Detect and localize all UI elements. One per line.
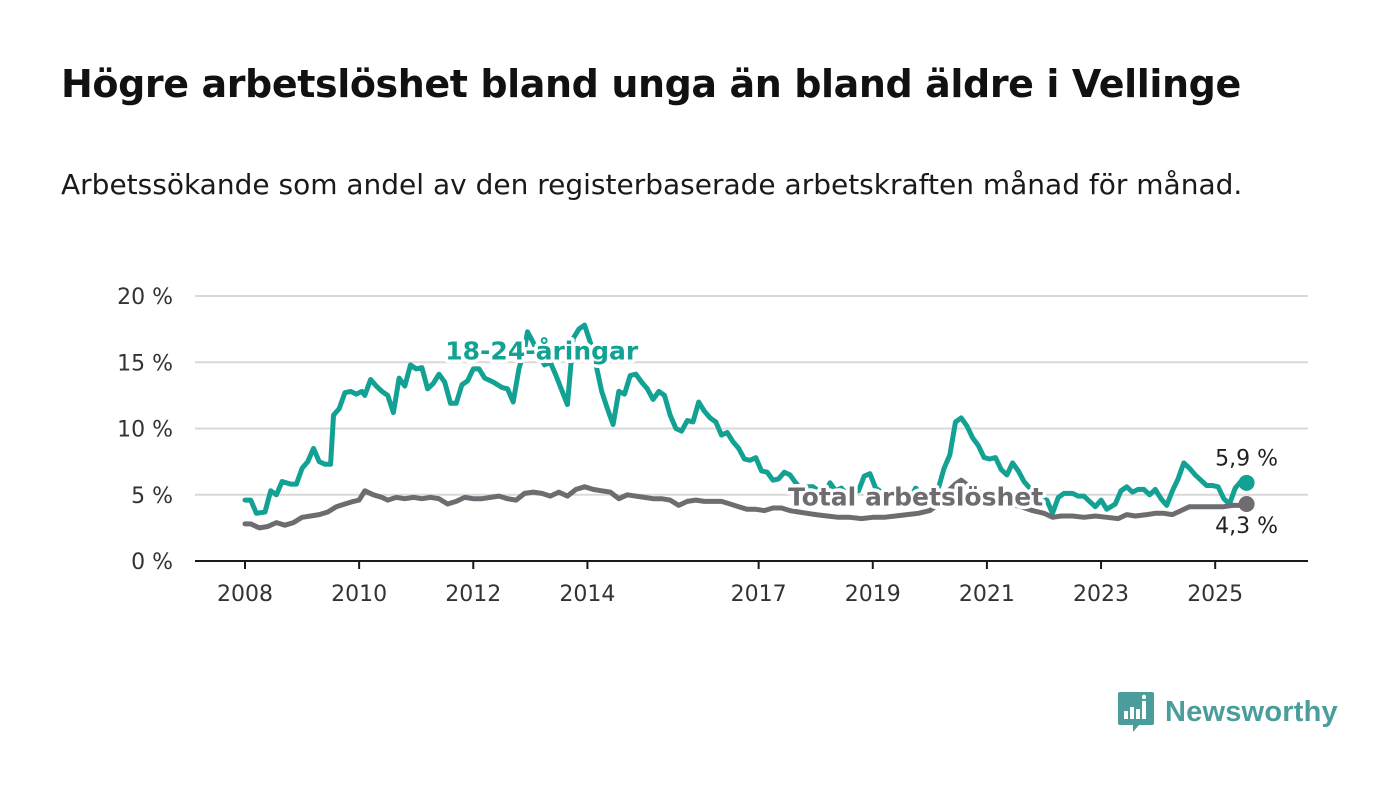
newsworthy-logo-icon [1118,692,1154,732]
y-tick-label: 15 % [117,351,173,376]
chart-title: Högre arbetslöshet bland unga än bland ä… [61,62,1241,106]
y-tick-label: 5 % [131,484,173,509]
x-tick-label: 2012 [445,582,501,607]
x-tick-label: 2008 [217,582,273,607]
x-tick-label: 2025 [1187,582,1243,607]
series-labels: 18-24-åringar Total arbetslöshet 5,9 % 4,3 … [442,333,1281,542]
x-tick-label: 2017 [731,582,787,607]
series-lines [242,322,1255,531]
axes: 0 % 5 % 10 % 15 % 20 % 2008 2010 2012 2014 2017 20… [117,285,1308,607]
x-tick-label: 2019 [845,582,901,607]
x-tick-label: 2021 [959,582,1015,607]
brand-name: Newsworthy [1165,695,1338,728]
series-end-marker-youth [1238,474,1255,491]
brand-logo: Newsworthy [1117,690,1338,734]
y-tick-label: 0 % [131,550,173,575]
x-tick-label: 2010 [331,582,387,607]
y-tick-label: 10 % [117,418,173,443]
series-label-total: Total arbetslöshet [788,482,1043,511]
y-tick-label: 20 % [117,285,173,310]
chart-subtitle: Arbetssökande som andel av den registerb… [61,168,1243,201]
end-value-label-youth: 5,9 % [1215,447,1278,472]
end-value-label-total: 4,3 % [1215,514,1278,539]
series-label-youth: 18-24-åringar [445,337,639,366]
series-end-marker-total [1238,496,1255,513]
x-tick-label: 2014 [559,582,615,607]
x-tick-label: 2023 [1073,582,1129,607]
series-line-total [242,477,1250,531]
series-line-youth [242,322,1250,516]
